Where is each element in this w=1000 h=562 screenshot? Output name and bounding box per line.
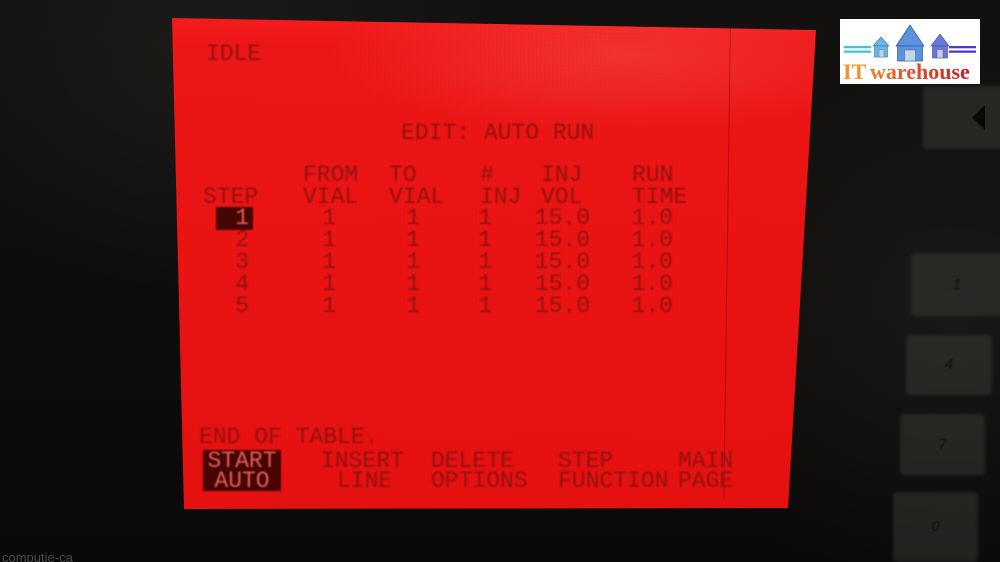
- svg-text:warehouse: warehouse: [870, 59, 970, 84]
- svg-text:IT: IT: [843, 59, 867, 84]
